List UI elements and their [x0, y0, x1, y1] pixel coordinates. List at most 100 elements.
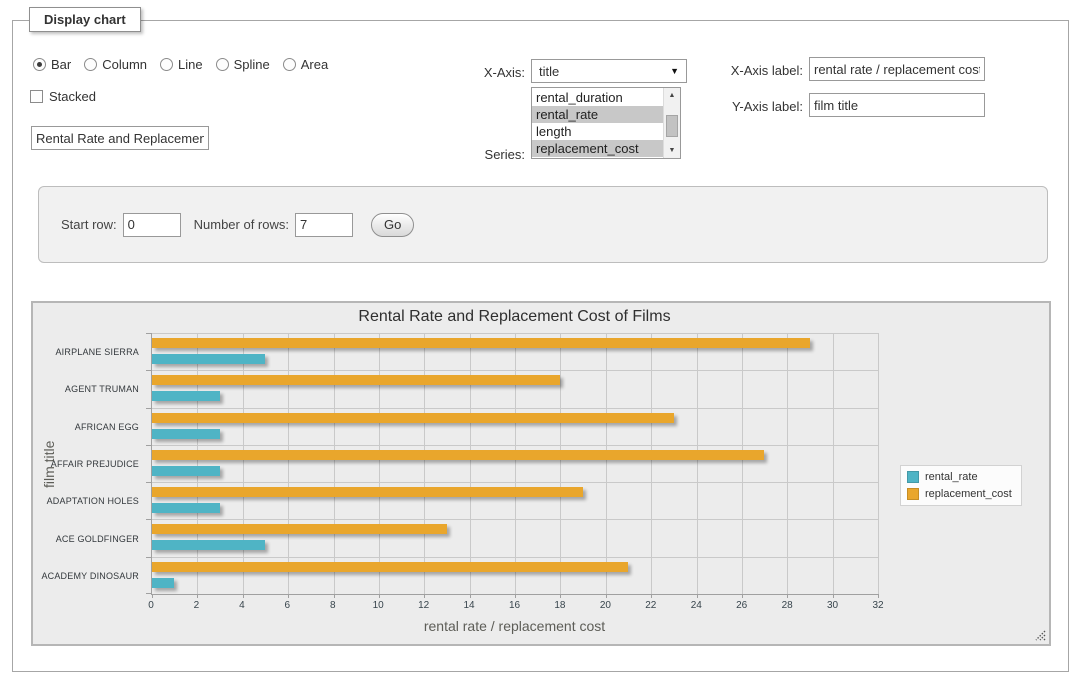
fieldset-legend: Display chart	[29, 7, 141, 32]
chart-title: Rental Rate and Replacement Cost of Film…	[151, 308, 878, 326]
start-row-input[interactable]	[123, 213, 181, 237]
bar-row	[152, 408, 878, 445]
bar-row	[152, 482, 878, 519]
row-range-panel: Start row: Number of rows: Go	[38, 186, 1048, 263]
y-axis-label-caption: Y-Axis label:	[653, 99, 803, 114]
bar-row	[152, 519, 878, 556]
y-tick-mark	[146, 333, 151, 334]
x-axis-label-input[interactable]	[809, 57, 985, 81]
x-tick-label: 14	[464, 600, 475, 611]
x-tick-label: 8	[330, 600, 336, 611]
x-tick-label: 26	[736, 600, 747, 611]
bar-rental_rate[interactable]	[152, 354, 265, 364]
bar-rental_rate[interactable]	[152, 391, 220, 401]
y-tick-mark	[146, 593, 151, 594]
start-row-label: Start row:	[61, 217, 117, 232]
bar-replacement_cost[interactable]	[152, 487, 583, 497]
radio-label: Column	[102, 57, 147, 72]
bar-rental_rate[interactable]	[152, 503, 220, 513]
radio-option-area[interactable]: Area	[283, 57, 328, 72]
series-option-rental_rate[interactable]: rental_rate	[532, 106, 663, 123]
series-multiselect[interactable]: rental_durationrental_ratelengthreplacem…	[531, 87, 681, 159]
radio-option-spline[interactable]: Spline	[216, 57, 270, 72]
bar-replacement_cost[interactable]	[152, 524, 447, 534]
y-tick-mark	[146, 408, 151, 409]
category-label: ADAPTATION HOLES	[33, 496, 139, 506]
x-tick-label: 22	[645, 600, 656, 611]
stacked-checkbox[interactable]	[30, 90, 43, 103]
scroll-down-icon[interactable]: ▼	[664, 143, 680, 158]
go-button[interactable]: Go	[371, 213, 414, 237]
x-axis-label-caption: X-Axis label:	[653, 63, 803, 78]
x-tick-label: 24	[691, 600, 702, 611]
number-of-rows-label: Number of rows:	[194, 217, 289, 232]
bar-replacement_cost[interactable]	[152, 450, 764, 460]
y-tick-mark	[146, 482, 151, 483]
x-tick-mark	[742, 594, 743, 598]
series-option-length[interactable]: length	[532, 123, 663, 140]
legend-swatch-icon	[907, 471, 919, 483]
category-label: AIRPLANE SIERRA	[33, 347, 139, 357]
category-label: ACADEMY DINOSAUR	[33, 571, 139, 581]
radio-label: Area	[301, 57, 328, 72]
scrollbar-thumb[interactable]	[666, 115, 678, 137]
radio-option-bar[interactable]: Bar	[33, 57, 71, 72]
category-label: AFRICAN EGG	[33, 422, 139, 432]
chart-title-input[interactable]	[31, 126, 209, 150]
radio-button-icon[interactable]	[216, 58, 229, 71]
x-tick-mark	[334, 594, 335, 598]
bar-replacement_cost[interactable]	[152, 338, 810, 348]
x-axis-title: rental rate / replacement cost	[151, 618, 878, 634]
x-tick-label: 16	[509, 600, 520, 611]
category-label: AFFAIR PREJUDICE	[33, 459, 139, 469]
x-tick-mark	[515, 594, 516, 598]
bar-rental_rate[interactable]	[152, 540, 265, 550]
bar-replacement_cost[interactable]	[152, 375, 560, 385]
x-axis-tick-labels: 02468101214161820222426283032	[151, 600, 878, 614]
radio-button-icon[interactable]	[33, 58, 46, 71]
x-tick-mark	[470, 594, 471, 598]
bar-replacement_cost[interactable]	[152, 413, 674, 423]
x-tick-mark	[379, 594, 380, 598]
display-chart-fieldset: Display chart Bar Column Line Spline Are…	[12, 20, 1069, 672]
x-tick-mark	[787, 594, 788, 598]
x-tick-mark	[243, 594, 244, 598]
bar-row	[152, 557, 878, 594]
x-tick-label: 20	[600, 600, 611, 611]
radio-button-icon[interactable]	[160, 58, 173, 71]
radio-option-column[interactable]: Column	[84, 57, 147, 72]
chart-legend: rental_rate replacement_cost	[900, 465, 1022, 506]
gridline	[878, 333, 879, 594]
x-axis-select-label: X-Axis:	[443, 65, 525, 80]
x-tick-mark	[878, 594, 879, 598]
bar-replacement_cost[interactable]	[152, 562, 628, 572]
radio-label: Bar	[51, 57, 71, 72]
series-option-rental_duration[interactable]: rental_duration	[532, 89, 663, 106]
y-axis-category-labels: AIRPLANE SIERRA AGENT TRUMAN AFRICAN EGG AF…	[33, 333, 145, 595]
x-tick-mark	[606, 594, 607, 598]
y-tick-mark	[146, 519, 151, 520]
bar-rental_rate[interactable]	[152, 466, 220, 476]
category-label: AGENT TRUMAN	[33, 384, 139, 394]
x-tick-mark	[288, 594, 289, 598]
y-tick-mark	[146, 445, 151, 446]
y-axis-label-input[interactable]	[809, 93, 985, 117]
radio-option-line[interactable]: Line	[160, 57, 203, 72]
x-axis-selected-value: title	[539, 64, 559, 79]
radio-button-icon[interactable]	[84, 58, 97, 71]
stacked-label: Stacked	[49, 89, 96, 104]
chart-container[interactable]: Rental Rate and Replacement Cost of Film…	[31, 301, 1051, 646]
number-of-rows-input[interactable]	[295, 213, 353, 237]
bar-rental_rate[interactable]	[152, 578, 174, 588]
legend-item-replacement_cost[interactable]: replacement_cost	[907, 488, 1012, 500]
x-tick-mark	[152, 594, 153, 598]
x-tick-label: 28	[782, 600, 793, 611]
bar-rental_rate[interactable]	[152, 429, 220, 439]
x-tick-label: 2	[194, 600, 200, 611]
radio-button-icon[interactable]	[283, 58, 296, 71]
legend-item-rental_rate[interactable]: rental_rate	[907, 471, 1012, 483]
series-option-replacement_cost[interactable]: replacement_cost	[532, 140, 663, 157]
resize-handle-icon[interactable]	[1035, 630, 1046, 641]
stacked-option[interactable]: Stacked	[30, 89, 96, 104]
legend-label: replacement_cost	[925, 488, 1012, 500]
